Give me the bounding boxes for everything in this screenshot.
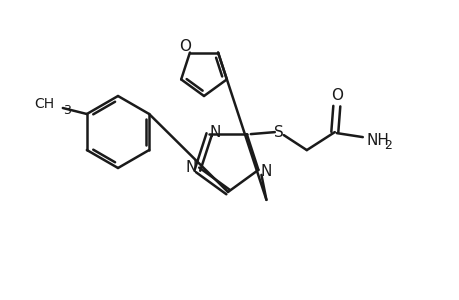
Text: N: N xyxy=(260,164,272,179)
Text: CH: CH xyxy=(34,97,55,111)
Text: O: O xyxy=(179,39,190,54)
Text: S: S xyxy=(274,124,283,140)
Text: O: O xyxy=(330,88,342,103)
Text: N: N xyxy=(185,160,197,175)
Text: 3: 3 xyxy=(63,103,71,116)
Text: NH: NH xyxy=(366,133,389,148)
Text: N: N xyxy=(209,124,220,140)
Text: 2: 2 xyxy=(383,139,391,152)
